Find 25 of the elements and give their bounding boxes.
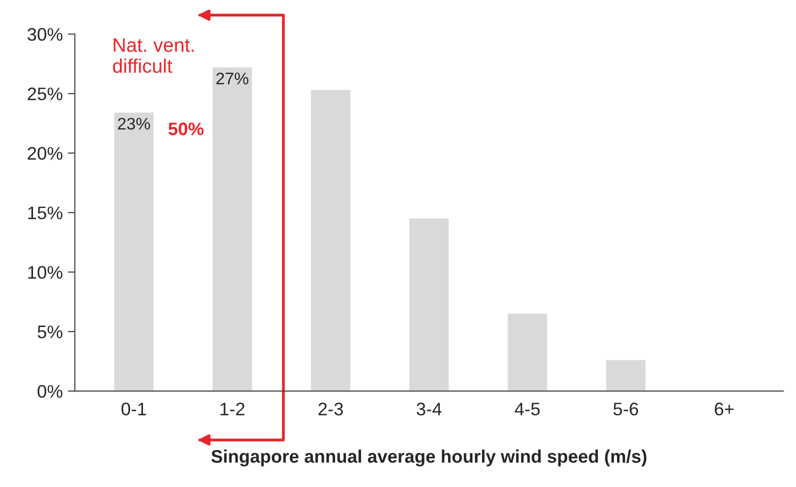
bar: [114, 112, 154, 392]
bar: [508, 314, 548, 392]
y-tick-label: 0%: [38, 384, 62, 398]
x-tick-label: 2-3: [318, 402, 343, 416]
y-tick-label: 5%: [38, 326, 62, 338]
bar: [212, 67, 252, 392]
bar: [409, 218, 449, 392]
x-tick-label: 1-2: [220, 402, 244, 416]
annotation: Nat. vent. difficult: [113, 38, 194, 73]
x-tick-label: 3-4: [416, 402, 442, 416]
data-label: 23%: [118, 118, 150, 130]
y-tick-label: 15%: [28, 206, 62, 220]
y-tick-label: 30%: [28, 28, 62, 41]
y-tick-label: 10%: [28, 266, 62, 279]
x-tick-label: 5-6: [614, 402, 638, 416]
annotation: 50%: [168, 122, 204, 136]
x-tick-label: 0-1: [122, 402, 146, 416]
bar: [606, 360, 646, 392]
y-tick-label: 20%: [28, 147, 62, 160]
bar: [310, 90, 350, 392]
x-axis-title: Singapore annual average hourly wind speed (m/s): [211, 450, 646, 466]
x-tick-label: 4-5: [514, 402, 540, 416]
y-tick-label: 25%: [28, 88, 62, 100]
x-tick-label: 6+: [714, 402, 734, 416]
data-label: 27%: [216, 72, 248, 84]
